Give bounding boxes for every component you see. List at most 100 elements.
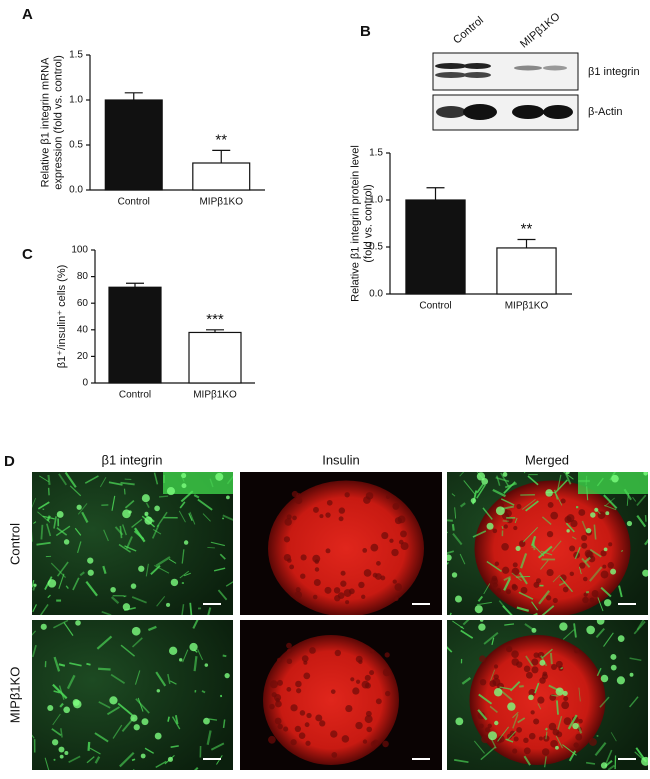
membrane-stain [521, 498, 536, 510]
cell-nucleus [569, 545, 576, 552]
membrane-stain [537, 703, 542, 710]
membrane-stain [503, 577, 512, 591]
membrane-stain [499, 686, 512, 690]
membrane-stain [96, 635, 113, 650]
bright-spot [224, 672, 230, 679]
membrane-stain [522, 526, 538, 543]
membrane-stain [557, 715, 563, 731]
cell-nucleus [501, 543, 509, 551]
membrane-stain [52, 713, 61, 726]
cell-nucleus [608, 542, 613, 547]
bright-spot [610, 664, 617, 671]
column-label: Merged [525, 452, 569, 467]
cell-nucleus [286, 514, 292, 520]
cell-nucleus [340, 580, 347, 587]
membrane-stain [551, 540, 562, 552]
cell-nucleus [389, 538, 394, 543]
membrane-stain [68, 755, 81, 764]
membrane-stain [32, 530, 33, 542]
bar [405, 199, 466, 295]
cell-nucleus [394, 583, 402, 591]
cell-nucleus [276, 657, 282, 663]
cell-nucleus [591, 590, 599, 598]
membrane-stain [452, 620, 465, 630]
cell-nucleus [516, 727, 523, 733]
membrane-stain [560, 667, 564, 670]
bar [188, 331, 242, 384]
membrane-stain [523, 472, 526, 474]
cell-nucleus [548, 722, 557, 731]
membrane-stain [89, 747, 101, 755]
membrane-stain [636, 620, 645, 631]
membrane-stain [63, 622, 74, 636]
bright-spot [110, 586, 116, 593]
membrane-stain [604, 504, 617, 511]
membrane-stain [584, 556, 591, 563]
membrane-stain [144, 747, 155, 754]
membrane-stain [58, 663, 66, 667]
membrane-stain [565, 473, 572, 485]
membrane-stain [537, 545, 553, 559]
cell-nucleus [384, 652, 390, 658]
cell-nucleus [511, 567, 520, 576]
bright-spot [626, 520, 633, 527]
cell-nucleus [546, 568, 554, 577]
membrane-stain [518, 685, 524, 688]
x-tick-label: MIPβ1KO [199, 197, 243, 208]
cell-nucleus [479, 723, 484, 729]
bright-spot [531, 627, 537, 633]
membrane-stain [219, 553, 226, 560]
cell-nucleus [334, 595, 341, 602]
cell-nucleus [385, 690, 391, 697]
membrane-stain [607, 764, 615, 770]
bright-spot [63, 706, 71, 714]
cell-nucleus [271, 692, 277, 698]
membrane-stain [554, 479, 568, 494]
membrane-stain [169, 680, 177, 685]
bright-spot [566, 529, 570, 533]
cell-nucleus [520, 586, 528, 594]
membrane-stain [620, 550, 624, 552]
membrane-stain [480, 746, 496, 761]
membrane-stain [47, 474, 51, 486]
membrane-stain [629, 657, 642, 662]
cell-nucleus [588, 555, 596, 563]
membrane-stain [562, 629, 575, 640]
bright-spot [138, 565, 145, 572]
cell-nucleus [344, 492, 350, 498]
bright-spot [166, 602, 171, 607]
bright-spot [47, 704, 54, 711]
membrane-stain [147, 625, 157, 632]
membrane-stain [87, 741, 91, 751]
cell-nucleus [581, 542, 588, 549]
bright-spot [454, 595, 462, 603]
cell-nucleus [296, 492, 301, 498]
cell-nucleus [319, 720, 326, 727]
membrane-stain [568, 750, 577, 762]
membrane-stain [192, 620, 199, 629]
cell-nucleus [512, 562, 518, 568]
membrane-stain [134, 670, 141, 685]
membrane-stain [131, 637, 143, 648]
cell-nucleus [334, 649, 341, 657]
cell-nucleus [338, 516, 344, 522]
membrane-stain [504, 482, 517, 489]
bar [108, 286, 162, 384]
cell-nucleus [506, 589, 512, 595]
membrane-stain [489, 705, 498, 714]
membrane-stain [58, 573, 65, 589]
membrane-stain [207, 607, 212, 615]
cell-nucleus [530, 710, 535, 715]
blot-box [432, 52, 579, 91]
bright-spot [40, 623, 47, 630]
membrane-stain [551, 694, 559, 697]
membrane-stain [32, 604, 37, 613]
membrane-stain [170, 745, 179, 748]
membrane-stain [451, 523, 455, 531]
panel-label: A [22, 6, 33, 23]
panel-label: B [360, 23, 371, 40]
cell-nucleus [365, 492, 374, 500]
cell-nucleus [292, 515, 297, 521]
membrane-stain [541, 605, 555, 615]
